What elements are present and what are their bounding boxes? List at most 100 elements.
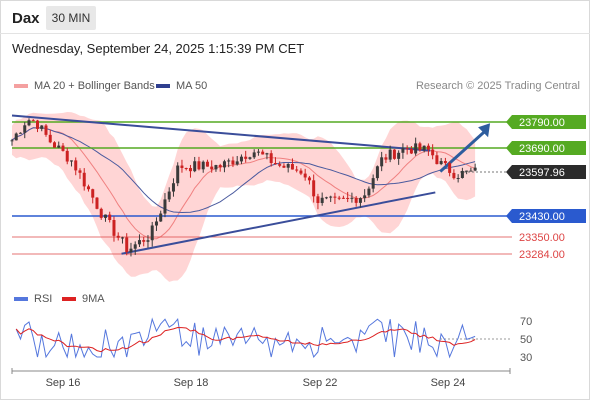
- candle-body: [426, 145, 430, 150]
- candle-body: [371, 178, 375, 189]
- level-label: 23690.00: [519, 143, 565, 155]
- candle-body: [320, 197, 324, 204]
- candle-body: [401, 148, 405, 153]
- credit-text: Research © 2025 Trading Central: [415, 80, 580, 92]
- ma20-swatch: [14, 84, 28, 88]
- candle-body: [10, 140, 14, 142]
- level-label: 23597.96: [519, 167, 565, 179]
- rsi-tick-label: 70: [520, 316, 532, 328]
- candle-body: [235, 161, 239, 165]
- candle-body: [120, 237, 124, 239]
- candle-body: [350, 197, 354, 199]
- candle-body: [397, 152, 401, 159]
- candle-body: [231, 160, 235, 165]
- candle-body: [86, 186, 90, 190]
- candle-body: [61, 145, 65, 151]
- rsi-line: [15, 317, 476, 359]
- rsi-tick-label: 30: [520, 352, 532, 364]
- candle-body: [18, 132, 22, 134]
- rsi-ma-line: [15, 326, 476, 353]
- candle-body: [40, 125, 44, 129]
- candle-body: [142, 240, 146, 242]
- candle-body: [435, 155, 439, 165]
- candle-body: [48, 134, 52, 143]
- candle-body: [239, 156, 243, 162]
- candle-body: [312, 180, 316, 197]
- candle-body: [137, 240, 141, 245]
- candle-body: [367, 188, 371, 196]
- candle-body: [252, 152, 256, 158]
- level-label: 23350.00: [519, 232, 565, 244]
- legend-9ma-label: 9MA: [82, 293, 105, 305]
- candle-body: [422, 145, 426, 151]
- candle-body: [163, 199, 167, 214]
- moving-averages: [11, 127, 476, 240]
- candle-body: [282, 165, 286, 168]
- candle-body: [269, 153, 273, 163]
- candle-body: [290, 163, 294, 170]
- candle-body: [473, 167, 477, 171]
- x-tick-label: Sep 18: [174, 377, 209, 389]
- candle-body: [324, 197, 328, 199]
- candle-body: [108, 214, 112, 221]
- rsi-panel: 70 50 30: [15, 316, 532, 364]
- candle-body: [214, 165, 218, 170]
- candle-body: [380, 157, 384, 167]
- candle-body: [95, 197, 99, 209]
- candle-body: [431, 149, 435, 156]
- header: Dax 30 MIN: [0, 0, 590, 36]
- candle-body: [103, 214, 107, 218]
- candle-body: [31, 120, 35, 122]
- candle-body: [227, 160, 231, 162]
- candle-body: [125, 237, 129, 253]
- candle-body: [112, 220, 116, 236]
- candle-body: [465, 170, 469, 172]
- candle-body: [248, 157, 252, 159]
- candle-body: [210, 166, 214, 170]
- level-tag: [512, 209, 586, 223]
- last-price-tag: [512, 165, 586, 179]
- level-tag: [512, 115, 586, 129]
- candle-body: [443, 161, 447, 164]
- candle-body: [265, 153, 269, 155]
- legend-ma50: MA 50: [156, 80, 207, 92]
- x-tick-label: Sep 24: [431, 377, 466, 389]
- candle-body: [375, 166, 379, 179]
- legend-ma20-label: MA 20 + Bollinger Bands: [34, 80, 155, 92]
- candle-body: [171, 183, 175, 192]
- candle-body: [184, 167, 188, 169]
- candle-body: [414, 143, 418, 154]
- candle-body: [392, 149, 396, 159]
- candle-body: [303, 173, 307, 178]
- candle-body: [244, 156, 248, 159]
- legend-rsi: RSI: [14, 293, 52, 305]
- last-price-tag-arrow: [506, 165, 512, 179]
- candle-body: [452, 172, 456, 179]
- legend-ma50-label: MA 50: [176, 80, 208, 92]
- candle-body: [418, 143, 422, 151]
- candle-body: [52, 142, 56, 148]
- candle-body: [384, 157, 388, 160]
- projection-arrow-shaft: [439, 129, 488, 173]
- candle-body: [222, 161, 226, 168]
- candle-body: [363, 195, 367, 199]
- candle-body: [35, 120, 39, 129]
- ma50-line: [11, 127, 476, 214]
- candle-body: [354, 197, 358, 203]
- x-axis: Sep 16 Sep 18 Sep 22 Sep 24: [11, 368, 511, 389]
- ma20-line: [11, 127, 476, 240]
- timeframe-button[interactable]: 30 MIN: [46, 6, 96, 30]
- legend-ma20: MA 20 + Bollinger Bands: [14, 80, 155, 92]
- candle-body: [133, 244, 137, 249]
- candle-body: [167, 191, 171, 200]
- candle-body: [65, 150, 69, 162]
- candle-body: [69, 160, 73, 162]
- header-divider: [0, 33, 590, 34]
- candle-body: [388, 149, 392, 160]
- candle-body: [448, 163, 452, 173]
- candle-body: [154, 221, 158, 226]
- candle-body: [333, 196, 337, 198]
- candle-body: [159, 213, 163, 222]
- bollinger-band-area: [12, 112, 476, 282]
